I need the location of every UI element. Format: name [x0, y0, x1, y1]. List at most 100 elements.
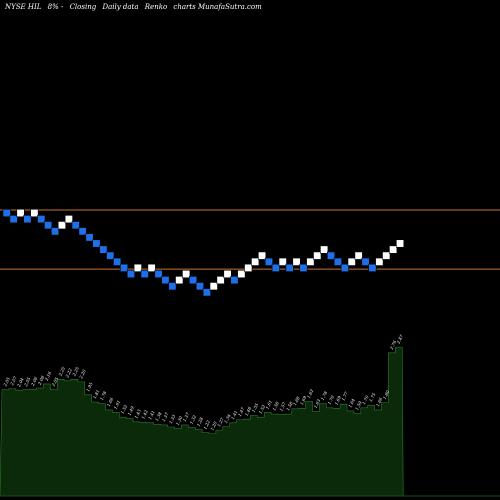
- volume-label-54: 1.66: [375, 396, 384, 407]
- renko-brick-2: [16, 208, 25, 218]
- volume-label-47: 1.70: [327, 394, 336, 405]
- volume-label-28: 1.28: [196, 416, 205, 427]
- renko-brick-57: [395, 239, 405, 248]
- volume-label-11: 2.20: [78, 368, 87, 380]
- volume-label-26: 1.37: [182, 411, 191, 422]
- volume-label-30: 1.20: [209, 420, 218, 431]
- renko-brick-55: [382, 251, 391, 260]
- renko-brick-36: [251, 257, 260, 266]
- renko-brick-34: [237, 269, 246, 279]
- renko-brick-20: [140, 269, 149, 279]
- volume-label-1: 2.07: [9, 375, 18, 387]
- volume-label-3: 2.05: [23, 376, 32, 388]
- renko-brick-54: [375, 257, 384, 266]
- volume-label-4: 2.06: [30, 376, 39, 388]
- volume-label-21: 1.41: [147, 410, 155, 421]
- renko-brick-53: [368, 263, 377, 272]
- renko-brick-42: [292, 257, 301, 266]
- volume-label-17: 1.52: [120, 404, 129, 415]
- volume-label-7: 2.05: [50, 376, 59, 388]
- style-label: Renko: [144, 3, 168, 11]
- renko-brick-45: [313, 251, 322, 260]
- volume-label-34: 1.47: [237, 406, 246, 417]
- renko-brick-32: [223, 269, 232, 279]
- volume-label-36: 1.55: [251, 402, 260, 413]
- renko-brick-47: [326, 251, 336, 260]
- volume-label-0: 2.05: [2, 376, 11, 388]
- renko-brick-40: [278, 257, 287, 266]
- renko-brick-35: [244, 263, 253, 272]
- volume-label-45: 1.63: [313, 398, 322, 409]
- renko-brick-30: [209, 282, 218, 291]
- volume-label-15: 1.66: [106, 396, 115, 407]
- renko-brick-17: [120, 263, 129, 272]
- reference-lines: [0, 209, 500, 270]
- volume-label-14: 1.78: [99, 390, 108, 401]
- volume-label-12: 1.95: [85, 381, 94, 392]
- volume-label-39: 1.58: [271, 401, 280, 412]
- renko-brick-5: [37, 215, 46, 224]
- volume-panel: [0, 346, 500, 497]
- renko-brick-52: [361, 257, 370, 266]
- volume-label-13: 1.81: [92, 389, 100, 400]
- volume-label-50: 1.64: [347, 397, 356, 408]
- volume-label-2: 2.04: [16, 377, 25, 389]
- volume-label-32: 1.34: [223, 413, 232, 424]
- volume-label-29: 1.22: [202, 419, 211, 430]
- renko-brick-15: [106, 251, 115, 260]
- renko-brick-37: [257, 251, 267, 260]
- renko-brick-8: [57, 221, 67, 230]
- renko-brick-56: [389, 245, 398, 254]
- renko-brick-14: [99, 245, 108, 254]
- volume-label-43: 1.69: [299, 395, 308, 406]
- volume-label-52: 1.70: [361, 394, 370, 405]
- renko-brick-44: [306, 257, 315, 266]
- renko-brick-49: [340, 263, 349, 272]
- volume-label-35: 1.48: [244, 406, 253, 417]
- renko-brick-3: [23, 215, 32, 224]
- volume-label-18: 1.49: [127, 405, 136, 416]
- volume-area: [0, 346, 404, 497]
- volume-label-44: 1.82: [306, 388, 315, 399]
- volume-label-10: 2.25: [71, 366, 80, 378]
- volume-labels: 2.052.072.042.052.062.082.162.052.252.22…: [2, 334, 404, 431]
- renko-brick-7: [50, 227, 60, 236]
- volume-label-8: 2.25: [57, 366, 66, 378]
- chart-header: NYSE HIL 8% - Closing Daily data Renko c…: [5, 3, 266, 11]
- volume-label-40: 1.57: [278, 401, 287, 412]
- renko-brick-41: [285, 263, 294, 272]
- volume-label-24: 1.33: [168, 414, 177, 425]
- volume-label-5: 2.08: [36, 375, 45, 387]
- volume-label-16: 1.61: [113, 399, 121, 410]
- renko-brick-11: [78, 227, 87, 236]
- site-label: charts MunafaSutra.com: [173, 3, 262, 11]
- renko-brick-10: [71, 221, 80, 230]
- renko-brick-43: [299, 263, 308, 272]
- volume-label-9: 2.22: [64, 367, 73, 379]
- volume-label-56: 2.76: [388, 339, 397, 351]
- renko-brick-48: [333, 257, 343, 266]
- volume-label-20: 1.42: [140, 409, 149, 420]
- renko-brick-38: [264, 257, 274, 266]
- renko-brick-13: [92, 239, 101, 248]
- volume-label-22: 1.38: [154, 411, 163, 422]
- renko-brick-18: [126, 269, 135, 279]
- volume-label-42: 1.68: [292, 395, 301, 406]
- renko-brick-33: [230, 276, 239, 285]
- renko-brick-24: [168, 282, 177, 291]
- renko-brick-46: [320, 245, 329, 254]
- renko-brick-4: [30, 208, 39, 218]
- renko-brick-23: [161, 276, 170, 285]
- volume-label-55: 1.80: [382, 389, 391, 400]
- renko-brick-29: [202, 288, 211, 297]
- ticker-label: NYSE HIL: [5, 3, 42, 11]
- renko-brick-50: [347, 257, 356, 266]
- renko-brick-22: [154, 269, 163, 279]
- renko-brick-12: [85, 233, 94, 242]
- volume-label-51: 1.59: [354, 400, 363, 411]
- volume-label-53: 1.75: [368, 392, 377, 403]
- renko-brick-21: [147, 263, 156, 272]
- renko-brick-16: [113, 257, 122, 266]
- volume-label-19: 1.43: [133, 408, 142, 419]
